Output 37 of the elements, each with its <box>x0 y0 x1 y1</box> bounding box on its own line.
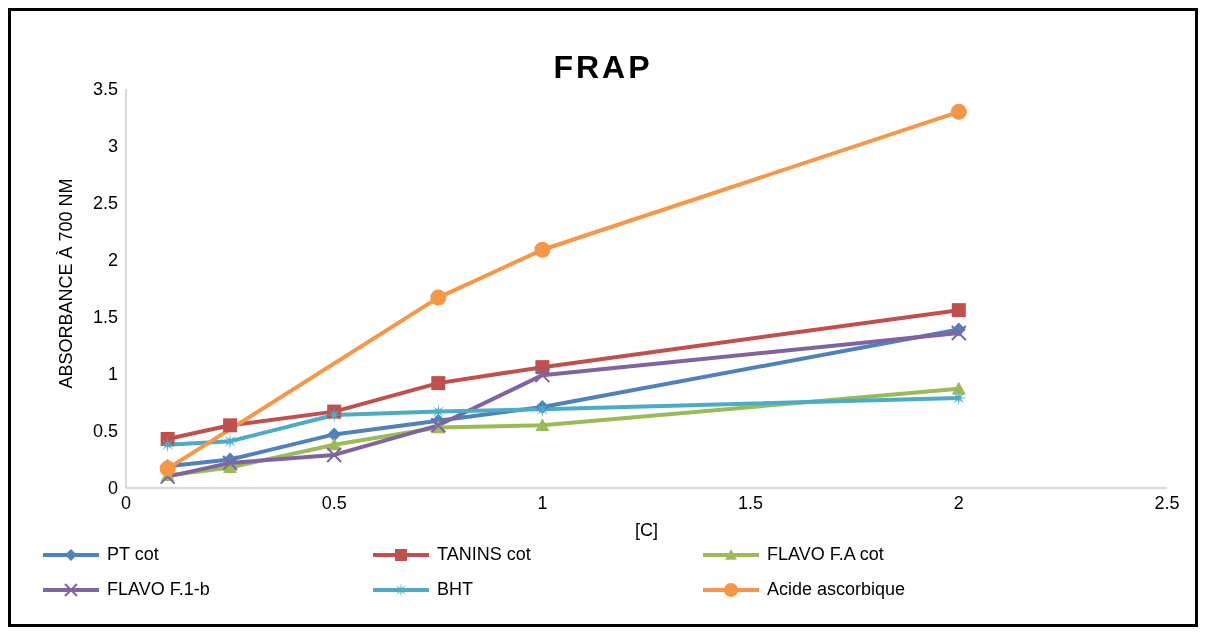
x-tick-label: 1.5 <box>738 492 764 513</box>
point <box>535 418 550 431</box>
point <box>950 103 967 120</box>
point <box>431 376 446 391</box>
point <box>222 454 239 471</box>
chart-title: FRAP <box>553 49 653 85</box>
y-tick-label: 3.5 <box>92 79 118 100</box>
x-tick-label: 0 <box>120 492 132 513</box>
legend-label: Acide ascorbique <box>767 579 906 600</box>
point <box>430 289 447 306</box>
legend-label: TANINS cot <box>437 544 531 565</box>
point <box>951 303 966 318</box>
legend-label: FLAVO F.1-b <box>107 579 210 600</box>
legend-label: FLAVO F.A cot <box>767 544 884 565</box>
y-tick-label: 2 <box>107 250 118 271</box>
point <box>326 446 343 463</box>
y-tick-label: 3 <box>107 136 118 157</box>
x-tick-label: 1 <box>537 492 548 513</box>
x-tick-label: 0.5 <box>321 492 347 513</box>
y-tick-label: 1.5 <box>92 307 118 328</box>
point <box>534 241 551 258</box>
point <box>534 367 551 384</box>
point <box>223 418 238 433</box>
legend-label: PT cot <box>107 544 159 565</box>
point <box>327 427 342 442</box>
x-axis-title: [C] <box>634 520 659 540</box>
x-tick-label: 2.5 <box>1154 492 1180 513</box>
y-tick-label: 2.5 <box>92 193 118 214</box>
y-tick-label: 0.5 <box>92 421 118 442</box>
point <box>159 436 176 453</box>
y-axis-title: ABSORBANCE À 700 NM <box>56 178 77 389</box>
x-tick-label: 2 <box>953 492 964 513</box>
point <box>951 381 966 395</box>
point <box>950 324 967 341</box>
y-tick-label: 1 <box>107 364 118 385</box>
legend-label: BHT <box>437 579 473 600</box>
y-tick-label: 0 <box>107 478 118 499</box>
